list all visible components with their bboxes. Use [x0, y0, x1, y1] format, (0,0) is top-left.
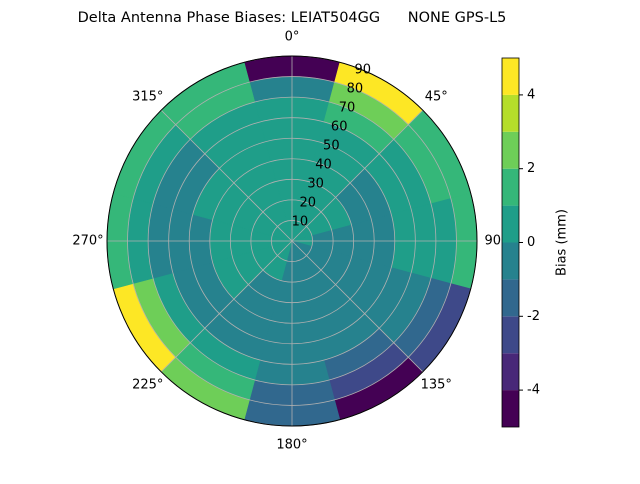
polar-plot: 1020304050607080900°45°90°135°180°225°27…	[72, 30, 507, 453]
r-tick-label: 80	[347, 82, 364, 97]
colorbar-band	[502, 279, 519, 317]
colorbar-tick-label: 4	[527, 87, 535, 102]
colorbar-tick-label: -2	[527, 309, 540, 324]
colorbar-band	[502, 58, 519, 95]
r-tick-label: 60	[331, 120, 348, 135]
grid-spoke	[291, 240, 424, 373]
theta-tick-label: 45°	[425, 89, 448, 104]
r-tick-label: 50	[323, 139, 340, 154]
grid-spoke	[160, 240, 293, 373]
r-tick-label: 20	[299, 196, 316, 211]
colorbar-band	[502, 205, 519, 243]
theta-tick-label: 225°	[132, 378, 163, 393]
r-tick-label: 40	[315, 158, 332, 173]
colorbar-band	[502, 353, 519, 391]
theta-tick-label: 315°	[132, 89, 163, 104]
colorbar-tick-label: 0	[527, 235, 535, 250]
r-tick-label: 70	[339, 101, 356, 116]
colorbar-band	[502, 168, 519, 206]
chart-title: Delta Antenna Phase Biases: LEIAT504GG N…	[78, 10, 507, 26]
colorbar-label: Bias (mm)	[555, 209, 570, 276]
colorbar-band	[502, 316, 519, 354]
r-tick-label: 10	[292, 215, 309, 230]
colorbar: -4 -2 0 2 4 Bias (mm)	[501, 57, 570, 428]
colorbar-band	[502, 94, 519, 132]
theta-tick-label: 0°	[285, 30, 300, 45]
theta-tick-label: 270°	[72, 234, 103, 249]
theta-tick-label: 135°	[421, 378, 452, 393]
polar-frame	[106, 55, 478, 427]
colorbar-band	[502, 390, 519, 427]
grid-spoke	[160, 109, 293, 242]
colorbar-tick-label: 2	[527, 161, 535, 176]
colorbar-band	[502, 242, 519, 280]
r-tick-label: 90	[355, 63, 372, 78]
theta-tick-label: 180°	[276, 438, 307, 453]
colorbar-band	[502, 131, 519, 169]
r-tick-label: 30	[307, 177, 324, 192]
colorbar-tick-label: -4	[527, 383, 540, 398]
grid-spoke	[291, 109, 424, 242]
